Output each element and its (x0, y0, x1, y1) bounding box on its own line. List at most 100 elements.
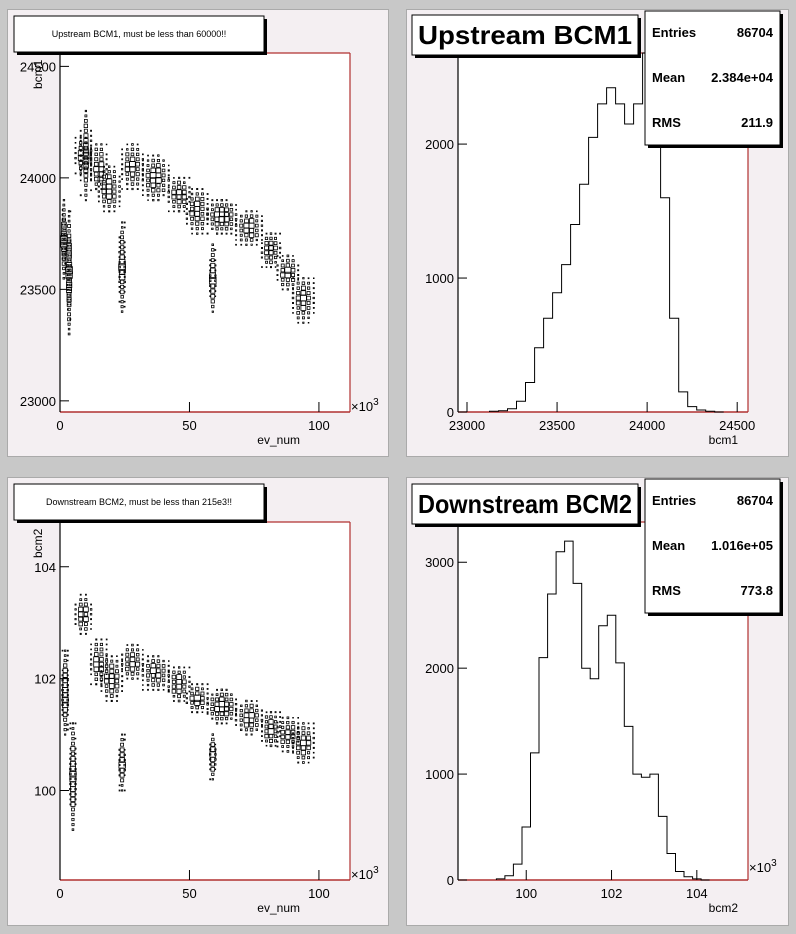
scatter-cell-0-4 (105, 153, 108, 156)
scatter-cell-0-6 (123, 260, 126, 264)
scatter-cell-0-9 (167, 190, 170, 194)
scatter-cell-2-15 (312, 746, 315, 749)
scatter-cell-2-8 (177, 670, 181, 674)
scatter-cell-2-9 (185, 692, 188, 695)
scatter-cell-0-11 (214, 279, 217, 282)
scatter-cell-0-4 (99, 157, 104, 162)
scatter-cell-0-0 (62, 208, 66, 212)
scatter-cell-0-8 (146, 188, 150, 192)
scatter-cell-2-4 (100, 685, 103, 688)
scatter-cell-0-4 (94, 161, 99, 167)
scatter-cell-2-2 (89, 613, 93, 616)
scatter-cell-2-7 (155, 672, 162, 679)
scatter-cell-2-12 (249, 708, 254, 713)
scatter-cell-2-6 (131, 643, 134, 647)
scatter-cell-2-2 (84, 622, 88, 626)
scatter-cell-0-6 (121, 226, 124, 229)
plot-area-0 (60, 53, 350, 412)
scatter-cell-2-14 (281, 750, 284, 753)
scatter-cell-2-15 (296, 750, 301, 755)
scatter-cell-0-7 (126, 188, 129, 191)
y-tick-label-1-2: 2000 (425, 137, 454, 152)
scatter-cell-2-4 (121, 685, 124, 688)
scatter-cell-2-9 (185, 697, 188, 700)
scatter-cell-0-3 (79, 134, 82, 137)
scatter-cell-0-3 (83, 123, 88, 128)
scatter-cell-0-9 (188, 200, 191, 203)
scatter-cell-0-13 (261, 215, 263, 217)
scatter-cell-0-6 (123, 246, 126, 249)
scatter-cell-0-5 (112, 175, 116, 179)
scatter-cell-2-7 (151, 659, 156, 663)
scatter-cell-2-1 (71, 731, 75, 736)
scatter-cell-0-4 (100, 182, 103, 186)
scatter-cell-2-2 (83, 616, 89, 623)
histogram-bin-1-19 (661, 198, 670, 412)
scatter-cell-2-15 (296, 727, 300, 730)
scatter-cell-0-7 (129, 166, 136, 173)
scatter-cell-0-10 (196, 187, 199, 190)
scatter-cell-0-1 (69, 278, 72, 282)
scatter-cell-2-1 (74, 788, 77, 791)
scatter-cell-2-8 (188, 685, 191, 688)
scatter-cell-0-12 (215, 232, 219, 235)
scatter-cell-0-8 (147, 199, 149, 201)
scatter-cell-2-13 (274, 715, 277, 719)
scatter-cell-0-5 (113, 210, 116, 213)
scatter-cell-0-7 (121, 188, 123, 190)
scatter-cell-0-5 (103, 210, 105, 213)
scatter-cell-0-9 (182, 185, 187, 190)
scatter-cell-0-1 (67, 224, 71, 228)
scatter-cell-0-9 (167, 200, 170, 203)
scatter-cell-0-15 (276, 264, 279, 267)
scatter-cell-0-10 (189, 201, 195, 207)
scatter-cell-2-4 (115, 694, 119, 698)
scatter-cell-0-4 (90, 178, 92, 180)
scatter-cell-0-13 (244, 214, 248, 218)
y-tick-label-2-2: 104 (34, 560, 56, 575)
scatter-cell-0-7 (121, 168, 124, 171)
scatter-cell-2-14 (280, 729, 285, 735)
scatter-cell-0-3 (79, 169, 82, 172)
scatter-cell-0-12 (220, 203, 224, 207)
scatter-cell-0-5 (107, 174, 112, 179)
scatter-cell-0-15 (276, 255, 279, 257)
scatter-cell-0-13 (248, 218, 255, 224)
scatter-cell-2-13 (264, 734, 269, 739)
scatter-cell-0-10 (201, 232, 204, 235)
scatter-cell-2-5 (120, 778, 125, 783)
scatter-cell-0-9 (172, 181, 176, 185)
scatter-cell-2-0 (63, 663, 68, 668)
scatter-cell-0-10 (190, 192, 194, 196)
scatter-cell-2-13 (264, 715, 269, 719)
scatter-cell-0-14 (268, 250, 274, 256)
scatter-cell-0-0 (64, 223, 67, 226)
scatter-cell-0-10 (190, 227, 194, 230)
x-tick-label-3-0: 100 (515, 886, 537, 901)
stats-value-1-2: 211.9 (741, 115, 773, 130)
scatter-cell-0-11 (210, 258, 215, 263)
scatter-cell-2-11 (219, 696, 225, 702)
scatter-cell-0-12 (224, 221, 229, 227)
scatter-cell-2-15 (306, 745, 311, 751)
scatter-cell-2-13 (269, 715, 273, 719)
scatter-cell-0-10 (201, 188, 204, 191)
scatter-cell-0-13 (235, 219, 237, 222)
scatter-cell-2-5 (121, 733, 124, 736)
scatter-cell-0-8 (151, 193, 155, 197)
scatter-cell-2-4 (116, 700, 118, 702)
scatter-cell-0-7 (135, 161, 140, 167)
scatter-cell-2-6 (125, 652, 130, 657)
scatter-cell-0-12 (224, 207, 229, 212)
scatter-cell-2-14 (285, 739, 291, 744)
scatter-cell-0-5 (118, 195, 121, 198)
histogram-bin-3-8 (565, 541, 574, 880)
scatter-cell-0-4 (95, 143, 98, 146)
scatter-cell-0-15 (276, 274, 279, 277)
histogram-bin-3-21 (676, 872, 685, 881)
scatter-cell-0-13 (239, 214, 243, 218)
scatter-cell-0-15 (290, 267, 296, 273)
scatter-cell-2-11 (220, 722, 223, 725)
stats-value-3-0: 86704 (737, 493, 774, 508)
scatter-cell-0-13 (249, 214, 254, 218)
